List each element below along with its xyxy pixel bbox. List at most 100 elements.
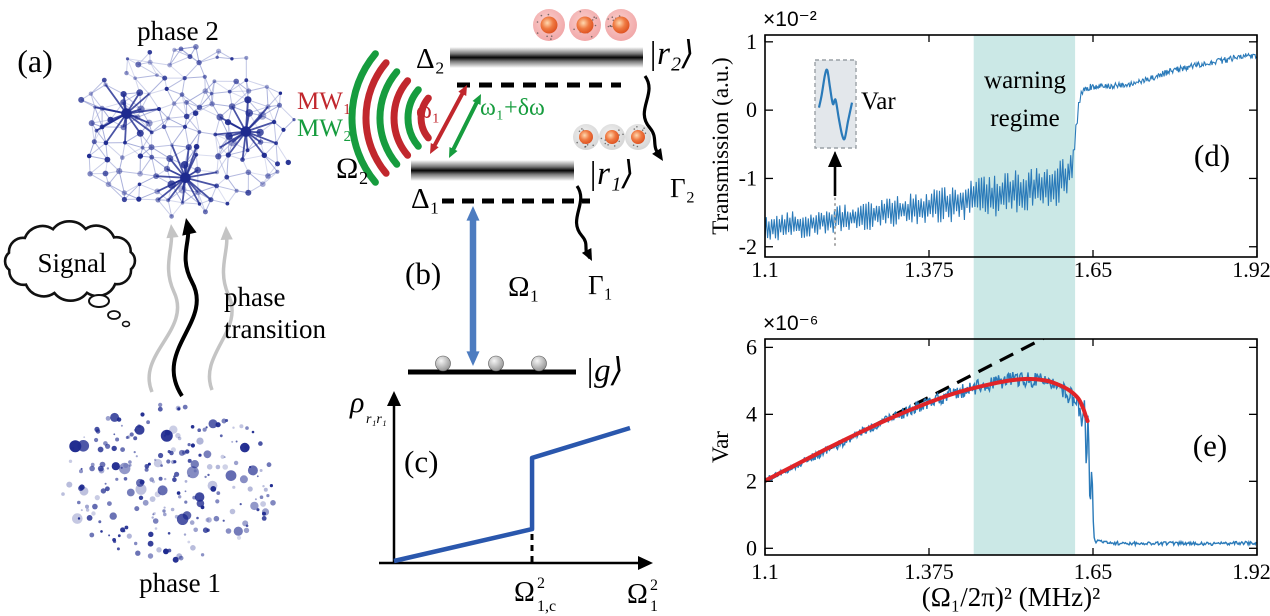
network-edge	[158, 103, 175, 110]
network-node	[265, 173, 271, 179]
scatter-dot	[86, 515, 93, 521]
network-edge	[122, 147, 143, 159]
omega1-probe-arrow-head	[466, 351, 480, 366]
d-y-tick-label: -1	[739, 165, 757, 190]
axis-ticks-and-labels: 1.1 1.1 1.375 1.375 1.65 1.65 1.925 1.925 1 0 -1 -2…	[739, 29, 1270, 584]
network-node	[154, 188, 161, 195]
network-node	[224, 119, 232, 126]
ground-atom-1	[435, 355, 451, 372]
scatter-dot	[123, 477, 128, 481]
scatter-dot	[270, 500, 276, 506]
network-node	[93, 105, 97, 109]
scatter-dot	[258, 441, 263, 446]
network-edge	[135, 74, 158, 79]
transition-arrow-gray-left	[147, 229, 180, 393]
network-node	[212, 79, 217, 84]
network-node	[196, 104, 203, 111]
network-edge	[181, 94, 200, 108]
network-edge	[174, 49, 191, 58]
network-edge	[211, 81, 215, 104]
network-edge	[124, 142, 141, 157]
scatter-dot	[162, 509, 166, 513]
network-edge	[226, 190, 238, 204]
network-edge	[166, 88, 183, 96]
gamma1-label: Γ₁	[588, 270, 613, 300]
network-edge	[217, 156, 228, 178]
scatter-dot	[163, 512, 167, 517]
scatter-dot	[109, 512, 117, 520]
scatter-dot	[245, 426, 249, 430]
scatter-dot	[134, 541, 138, 546]
network-edge	[226, 176, 238, 192]
scatter-dot	[207, 473, 210, 477]
network-edge	[231, 90, 250, 107]
network-node	[209, 101, 215, 107]
e-x-tick-label: 1.925	[1232, 559, 1270, 584]
scatter-dot	[135, 550, 141, 556]
atom-speckle	[584, 146, 586, 148]
network-edge	[101, 126, 107, 144]
network-node	[260, 181, 266, 187]
atom-speckle	[609, 25, 612, 27]
scatter-dot	[92, 503, 98, 510]
network-node	[137, 105, 145, 113]
atom-speckle	[644, 132, 647, 134]
scatter-dot	[174, 514, 179, 519]
e-x-tick-label: 1.65	[1074, 559, 1113, 584]
omega-freq-label: ω₁	[416, 98, 440, 124]
ground-atom-2	[488, 355, 504, 372]
c-y-axis-arrowhead	[387, 391, 401, 406]
ground-atom-3	[531, 355, 547, 372]
network-edge	[88, 141, 95, 157]
scatter-dot	[261, 508, 270, 516]
network-edge	[261, 104, 280, 117]
e-quadratic-fit-curve	[765, 376, 1090, 483]
scatter-dot	[210, 486, 217, 492]
scatter-dot	[153, 512, 156, 515]
scatter-dot	[144, 467, 149, 472]
scatter-dot	[108, 534, 111, 537]
network-edge	[149, 61, 166, 79]
network-node	[147, 50, 153, 55]
network-hub-spoke	[157, 177, 186, 201]
scatter-dot	[213, 515, 220, 522]
e-x-axis-label: (Ω₁/2π)² (MHz)²	[922, 582, 1101, 612]
network-node	[281, 127, 286, 132]
scatter-dot	[148, 531, 154, 537]
network-node	[149, 154, 155, 160]
atom-speckle	[579, 10, 582, 13]
transition-arrowhead-gray	[166, 224, 179, 239]
mw2-transition-arrow-head	[472, 94, 481, 105]
network-hub-spoke	[171, 144, 187, 179]
network-edge	[142, 132, 153, 148]
network-node	[149, 130, 154, 135]
network-node	[124, 70, 129, 76]
scatter-dot	[154, 458, 157, 462]
network-edge	[184, 112, 196, 128]
e-y-tick-label: 4	[746, 401, 757, 426]
scatter-dot	[269, 484, 273, 488]
scatter-dot	[153, 459, 163, 468]
network-node	[240, 126, 252, 137]
network-node	[135, 61, 142, 68]
atom-speckle	[607, 144, 609, 146]
scatter-dot	[231, 440, 234, 443]
scatter-dot	[80, 467, 83, 470]
d-x-tick-label: 1.65	[1074, 257, 1113, 282]
scatter-dot	[138, 495, 144, 500]
scatter-dot	[133, 436, 138, 441]
scatter-dot	[174, 471, 180, 477]
warning-label-1: warning	[984, 67, 1066, 94]
scatter-dot	[190, 460, 199, 469]
microwave-arc	[404, 86, 422, 150]
phase-transition-label-2: transition	[224, 314, 326, 344]
atom-speckle	[622, 133, 624, 136]
network-node	[214, 170, 220, 175]
network-edge	[199, 131, 216, 135]
network-node	[228, 103, 236, 110]
network-node	[120, 155, 125, 160]
omega1-probe-arrow-head	[466, 206, 480, 221]
network-node	[120, 91, 127, 98]
